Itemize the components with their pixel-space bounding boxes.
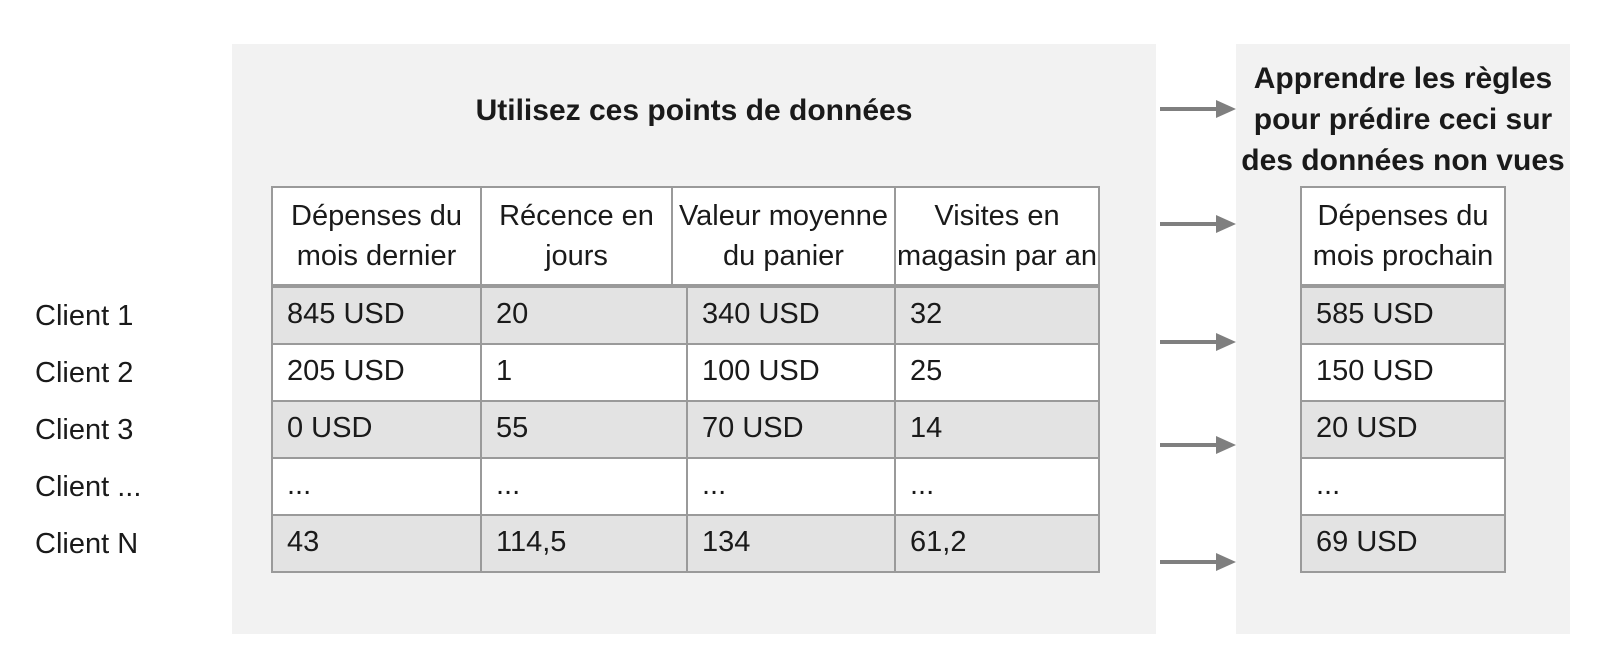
header-line: mois dernier [296, 240, 457, 272]
table-cell: 70 USD [686, 400, 896, 459]
arrow-right-icon [1160, 553, 1236, 571]
target-cell: 69 USD [1300, 514, 1506, 573]
row-label: Client 2 [35, 357, 134, 389]
arrow-right-icon [1160, 333, 1236, 351]
header-line: magasin par an [897, 240, 1097, 272]
table-cell: ... [271, 457, 482, 516]
header-line: Dépenses du [291, 200, 462, 232]
table-cell: 25 [894, 343, 1100, 402]
row-label: Client 3 [35, 414, 134, 446]
prediction-heading: Apprendre les règles pour prédire ceci s… [1236, 58, 1570, 181]
prediction-heading-line: pour prédire ceci sur [1253, 103, 1553, 136]
header-line: mois prochain [1312, 240, 1494, 272]
table-cell: 340 USD [686, 286, 896, 345]
table-cell: 55 [480, 400, 688, 459]
row-label: Client ... [35, 471, 142, 503]
arrow-right-icon [1160, 436, 1236, 454]
table-cell: ... [480, 457, 688, 516]
table-cell: 61,2 [894, 514, 1100, 573]
header-recency-days: Récence en jours [480, 186, 673, 286]
table-cell: 845 USD [271, 286, 482, 345]
input-data-heading: Utilisez ces points de données [475, 94, 913, 127]
header-next-month-spend: Dépenses du mois prochain [1300, 186, 1506, 286]
target-cell: ... [1300, 457, 1506, 516]
header-line: Récence en [499, 200, 654, 232]
target-cell: 20 USD [1300, 400, 1506, 459]
arrow-right-icon [1160, 215, 1236, 233]
table-cell: 0 USD [271, 400, 482, 459]
header-line: Dépenses du [1317, 200, 1489, 232]
target-cell: 585 USD [1300, 286, 1506, 345]
header-average-basket: Valeur moyenne du panier [671, 186, 896, 286]
header-line: Visites en [934, 200, 1060, 232]
header-line: du panier [723, 240, 844, 272]
table-cell: 1 [480, 343, 688, 402]
table-cell: 20 [480, 286, 688, 345]
table-cell: 43 [271, 514, 482, 573]
table-cell: ... [686, 457, 896, 516]
header-line: Valeur moyenne [678, 200, 889, 232]
header-store-visits: Visites en magasin par an [894, 186, 1100, 286]
table-cell: 100 USD [686, 343, 896, 402]
header-last-month-spend: Dépenses du mois dernier [271, 186, 482, 286]
header-line: jours [545, 240, 608, 272]
arrow-right-icon [1160, 100, 1236, 118]
table-cell: 205 USD [271, 343, 482, 402]
target-cell: 150 USD [1300, 343, 1506, 402]
prediction-heading-line: Apprendre les règles [1253, 62, 1553, 95]
row-label: Client N [35, 528, 139, 560]
table-cell: 14 [894, 400, 1100, 459]
table-cell: ... [894, 457, 1100, 516]
table-cell: 32 [894, 286, 1100, 345]
prediction-heading-line: des données non vues [1241, 144, 1565, 177]
row-label: Client 1 [35, 300, 134, 332]
table-cell: 114,5 [480, 514, 688, 573]
table-cell: 134 [686, 514, 896, 573]
